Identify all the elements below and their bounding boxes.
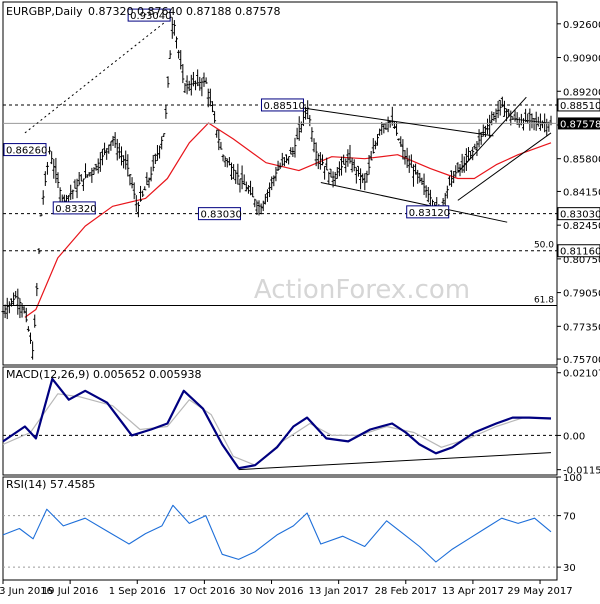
swing-price-label: 0.93040 — [130, 11, 171, 22]
x-tick-label: 13 Jan 2017 — [309, 586, 369, 597]
fibonacci-level-label: 61.8 — [534, 295, 554, 305]
swing-price-box — [197, 207, 241, 221]
level-price-label: 0.88510 — [560, 101, 600, 112]
swing-price-box — [406, 205, 450, 219]
fibonacci-level-label: 50.0 — [534, 241, 554, 251]
trendline — [24, 15, 174, 134]
rsi-panel-frame — [2, 476, 558, 581]
moving-average-line — [24, 122, 552, 318]
level-price-box — [557, 244, 600, 258]
macd-trendline — [238, 452, 552, 471]
y-tick-label: 0.021074 — [563, 369, 600, 380]
watermark: ActionForex.com — [254, 275, 470, 305]
swing-price-label: 0.88510 — [263, 101, 304, 112]
rsi-line — [2, 504, 552, 563]
y-tick-label: 0.00 — [563, 431, 585, 442]
chart-header-symbol: EURGBP,Daily — [6, 5, 83, 18]
x-tick-label: 1 Sep 2016 — [109, 586, 166, 597]
level-price-label: 0.83030 — [560, 210, 600, 221]
macd-panel-frame — [2, 366, 558, 476]
trendline — [282, 104, 494, 137]
trendline — [320, 182, 508, 223]
price-panel-frame — [2, 1, 558, 366]
swing-price-label: 0.86260 — [6, 146, 47, 157]
macd-line — [2, 377, 552, 470]
level-price-box — [557, 207, 600, 221]
level-price-box — [557, 98, 600, 112]
last-price-box — [558, 117, 600, 130]
trendline — [457, 132, 552, 201]
x-tick-label: 29 May 2017 — [507, 586, 572, 597]
swing-price-box — [127, 8, 171, 22]
x-tick-label: 19 Jul 2016 — [42, 586, 99, 597]
level-price-label: 0.81160 — [560, 247, 600, 258]
x-tick-label: 17 Oct 2016 — [173, 586, 235, 597]
x-tick-label: 28 Feb 2017 — [375, 586, 437, 597]
swing-price-box — [3, 143, 47, 157]
y-tick-label: 70 — [563, 512, 576, 523]
swing-price-box — [260, 98, 304, 112]
trendline — [457, 96, 527, 173]
x-tick-label: 13 Apr 2017 — [442, 586, 504, 597]
swing-price-label: 0.83120 — [409, 208, 450, 219]
y-tick-label: -0.011507 — [563, 466, 600, 477]
swing-price-label: 0.83030 — [200, 210, 241, 221]
y-tick-label: 100 — [563, 473, 582, 484]
macd-panel-title: MACD(12,26,9) 0.005652 0.005938 — [6, 368, 202, 381]
swing-price-label: 0.83320 — [55, 204, 96, 215]
chart-header-ohlc: 0.87320 0.87640 0.87188 0.87578 — [88, 5, 280, 18]
y-tick-label: 30 — [563, 563, 576, 574]
x-tick-label: 3 Jun 2016 — [0, 586, 53, 597]
swing-price-box — [52, 201, 96, 215]
x-tick-label: 30 Nov 2016 — [239, 586, 303, 597]
last-price-label: 0.87578 — [560, 119, 600, 130]
rsi-panel-title: RSI(14) 57.4585 — [6, 478, 95, 491]
